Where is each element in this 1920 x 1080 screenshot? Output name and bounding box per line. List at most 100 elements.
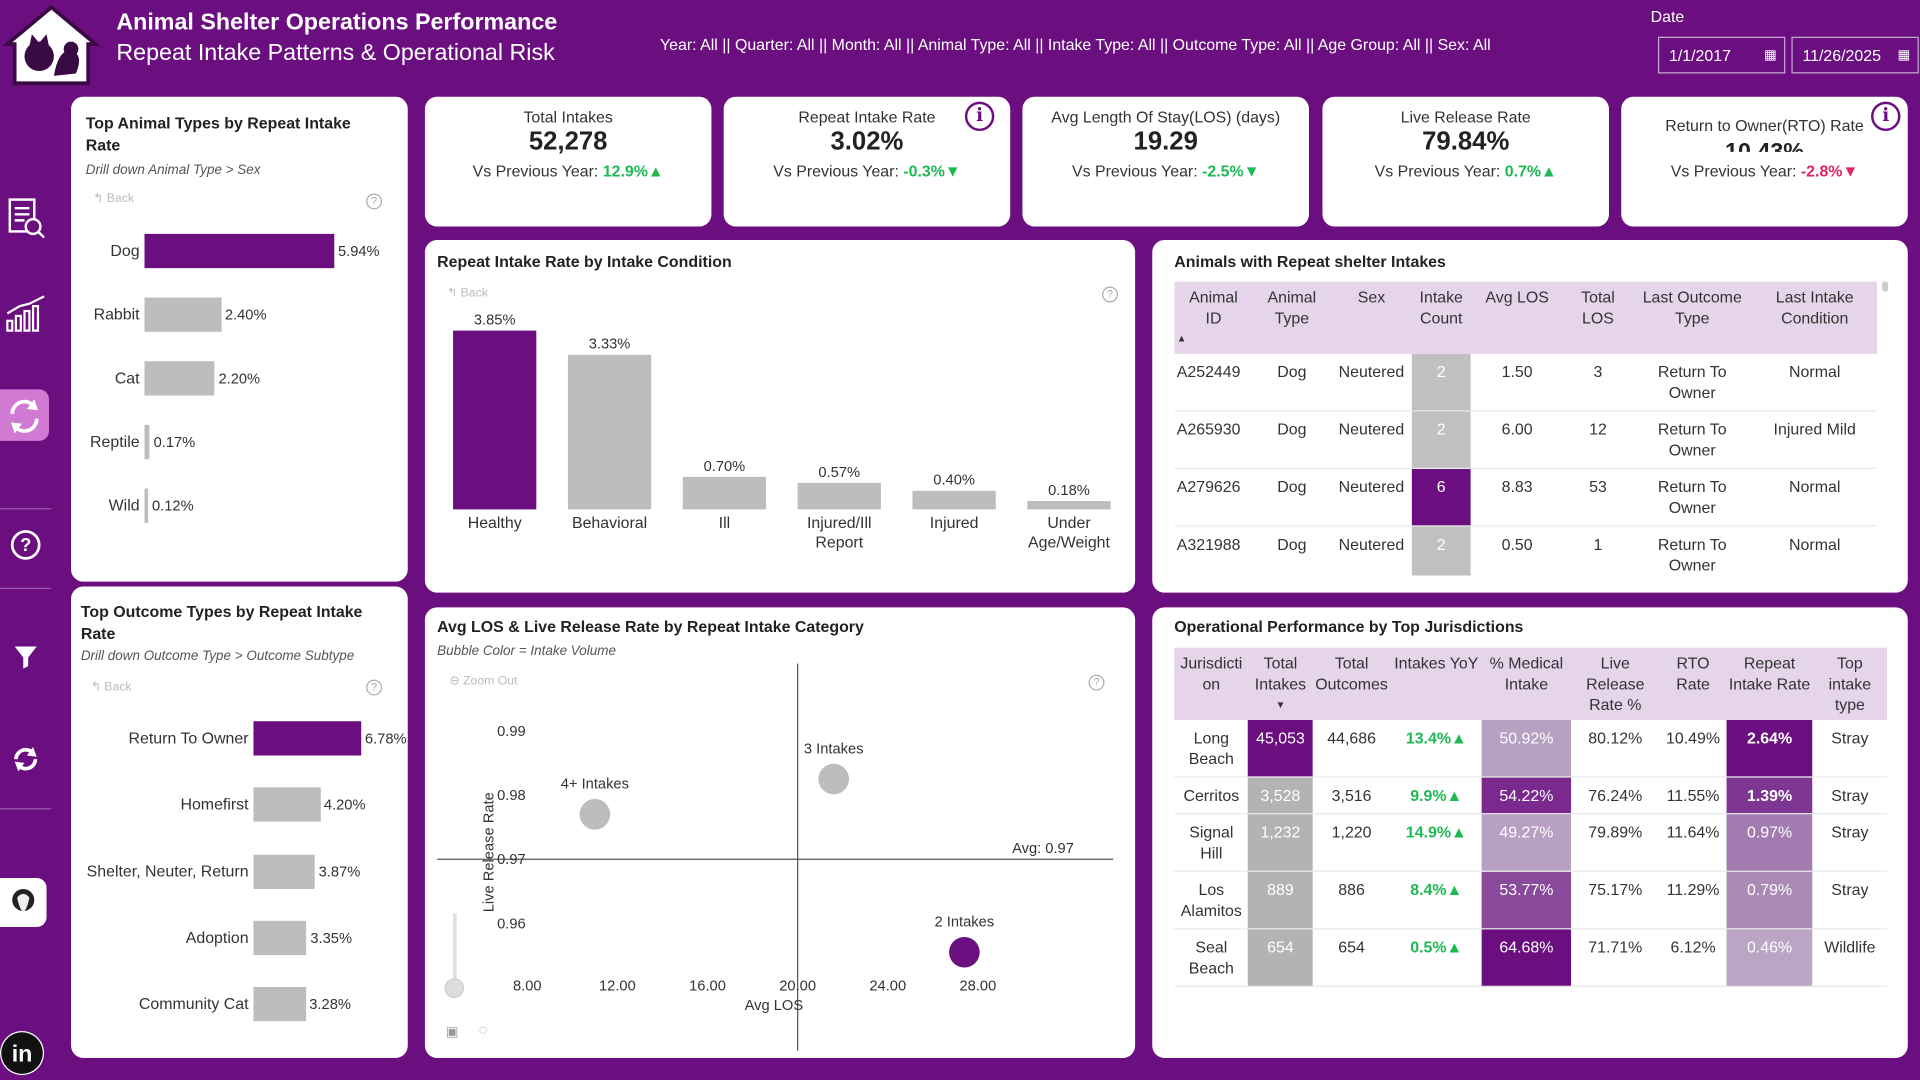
column-header[interactable]: Last Intake Condition — [1752, 281, 1878, 354]
bubble-point[interactable] — [579, 799, 611, 830]
info-icon[interactable]: i — [964, 101, 995, 132]
calendar-icon[interactable]: ▦ — [1764, 47, 1777, 63]
up-triangle-icon: ▲ — [1446, 880, 1463, 899]
sync-icon[interactable] — [0, 735, 51, 784]
help-icon[interactable]: ? — [0, 520, 51, 569]
kpi-value: 3.02% — [830, 127, 904, 156]
table-row[interactable]: A279626 Dog Neutered 6 8.83 53 Return To Owner… — [1174, 468, 1878, 527]
table-cell: 10.49% — [1659, 720, 1727, 778]
back-arrow-icon: ↰ — [93, 192, 104, 206]
back-button[interactable]: ↰ Back — [91, 681, 132, 694]
kpi-cmp-value: -0.3% — [903, 161, 945, 181]
kpi-cmp-label: Vs Previous Year: — [1670, 161, 1797, 181]
bar-mark[interactable] — [144, 424, 150, 460]
table-row[interactable]: Seal Beach 654 654 0.5%▲ 64.68% 71.71% 6.12% 0.… — [1174, 928, 1887, 987]
kpi-cmp-value: 0.7% — [1504, 161, 1542, 181]
table-row[interactable]: Long Beach 45,053 44,686 13.4%▲ 50.92% 80.12%… — [1174, 720, 1887, 778]
kpi-rto-rate: Return to Owner(RTO) Rate 10.43% Vs Prev… — [1621, 96, 1908, 227]
bar-mark[interactable] — [912, 490, 996, 510]
bar-mark[interactable] — [253, 854, 315, 889]
table-cell: Stray — [1812, 813, 1887, 872]
lasso-icon[interactable]: ◌ — [478, 1021, 488, 1039]
y-tick-label: 0.96 — [497, 916, 526, 932]
table-row[interactable]: Cerritos 3,528 3,516 9.9%▲ 54.22% 76.24% 11.55… — [1174, 776, 1887, 815]
profile-icon[interactable] — [0, 877, 47, 927]
bar-mark[interactable] — [144, 233, 335, 269]
bar-mark[interactable] — [253, 787, 321, 823]
table-row[interactable]: Los Alamitos 889 886 8.4%▲ 53.77% 75.17% 11.29… — [1174, 871, 1887, 930]
svg-text:?: ? — [20, 534, 31, 555]
y-axis-label: Live Release Rate — [481, 792, 497, 912]
date-from-input[interactable]: 1/1/2017 ▦ — [1657, 36, 1786, 74]
help-icon[interactable]: ? — [366, 193, 383, 210]
table-cell: 0.5%▲ — [1390, 928, 1482, 987]
back-button[interactable]: ↰ Back — [447, 287, 488, 300]
table-cell: Neutered — [1331, 410, 1412, 469]
sort-descending-icon: ▼ — [1275, 699, 1286, 711]
table-row[interactable]: A265930 Dog Neutered 2 6.00 12 Return To Owner… — [1174, 410, 1878, 469]
column-header[interactable]: Total LOS — [1563, 281, 1633, 354]
column-header[interactable]: % Medical Intake — [1481, 647, 1571, 721]
kpi-label: Live Release Rate — [1400, 107, 1531, 127]
column-header[interactable]: Top intake type — [1812, 647, 1887, 721]
bubble-point[interactable] — [949, 936, 980, 968]
column-header[interactable]: Repeat Intake Rate — [1726, 647, 1813, 721]
bar-mark[interactable] — [253, 920, 307, 955]
refresh-cycle-icon[interactable] — [0, 389, 49, 441]
report-icon[interactable] — [0, 193, 51, 242]
table-row[interactable]: A321988 Dog Neutered 2 0.50 1 Return To Owner N… — [1174, 525, 1878, 576]
zoom-out-button[interactable]: ⊖ Zoom Out — [449, 675, 517, 688]
filter-icon[interactable] — [0, 632, 51, 681]
bar-mark[interactable] — [1027, 501, 1111, 510]
help-icon[interactable]: ? — [366, 679, 383, 696]
x-tick-label: Injured — [930, 515, 979, 532]
repeat-intakes-table: Animal ID ▲ Animal Type Sex Intake Count Avg L… — [1174, 281, 1878, 576]
growth-chart-icon[interactable] — [0, 289, 51, 338]
animal-types-card: Top Animal Types by Repeat Intake Rate D… — [71, 96, 408, 582]
date-to-input[interactable]: 11/26/2025 ▦ — [1791, 36, 1919, 74]
column-header[interactable]: RTO Rate — [1659, 647, 1727, 721]
zoom-slider-handle[interactable] — [444, 978, 465, 998]
kpi-comparison: Vs Previous Year: 12.9%▲ — [425, 162, 712, 180]
table-cell: 1,220 — [1312, 813, 1391, 872]
bar-mark[interactable] — [797, 482, 881, 510]
bar-mark[interactable] — [144, 361, 215, 396]
back-button[interactable]: ↰ Back — [93, 192, 134, 205]
table-row[interactable]: Signal Hill 1,232 1,220 14.9%▲ 49.27% 79.89% 1… — [1174, 813, 1887, 872]
table-scrollbar[interactable] — [1882, 281, 1889, 292]
camera-icon[interactable]: ▣ — [445, 1024, 459, 1040]
column-header[interactable]: Total Intakes ▼ — [1248, 647, 1313, 721]
column-header[interactable]: Animal ID ▲ — [1174, 281, 1253, 354]
bar-mark[interactable] — [567, 354, 652, 510]
bar-mark[interactable] — [453, 330, 537, 510]
column-header[interactable]: Sex — [1331, 281, 1412, 354]
column-header[interactable]: Jurisdicti on — [1174, 647, 1249, 721]
table-cell: 3,516 — [1312, 776, 1391, 815]
column-header[interactable]: Live Release Rate % — [1570, 647, 1660, 721]
bar-mark[interactable] — [253, 721, 362, 756]
column-header[interactable]: Intakes YoY — [1390, 647, 1482, 721]
filter-summary: Year: All || Quarter: All || Month: All … — [660, 35, 1491, 54]
table-cell: Stray — [1812, 776, 1887, 815]
bar-mark[interactable] — [253, 987, 306, 1022]
column-header[interactable]: Avg LOS — [1470, 281, 1564, 354]
bar-value-label: 0.12% — [151, 497, 194, 515]
table-row[interactable]: A252449 Dog Neutered 2 1.50 3 Return To Owner N… — [1174, 353, 1878, 412]
bar-mark[interactable] — [144, 297, 222, 332]
zoom-slider-track[interactable] — [453, 913, 457, 987]
kpi-cmp-value: -2.8% — [1800, 161, 1843, 181]
linkedin-icon[interactable]: in — [0, 1031, 45, 1076]
bar-mark[interactable] — [682, 476, 767, 510]
bar-mark[interactable] — [144, 488, 149, 523]
column-header[interactable]: Last Outcome Type — [1632, 281, 1753, 354]
column-header[interactable]: Total Outcomes — [1312, 647, 1391, 721]
column-header[interactable]: Intake Count — [1411, 281, 1471, 354]
calendar-icon[interactable]: ▦ — [1897, 47, 1911, 63]
help-icon[interactable]: ? — [1088, 674, 1105, 691]
table-cell: Wildlife — [1812, 928, 1887, 987]
date-to-value: 11/26/2025 — [1802, 46, 1881, 65]
help-icon[interactable]: ? — [1102, 286, 1118, 303]
column-header[interactable]: Animal Type — [1252, 281, 1332, 354]
info-icon[interactable]: i — [1871, 101, 1901, 132]
bubble-point[interactable] — [818, 763, 849, 795]
